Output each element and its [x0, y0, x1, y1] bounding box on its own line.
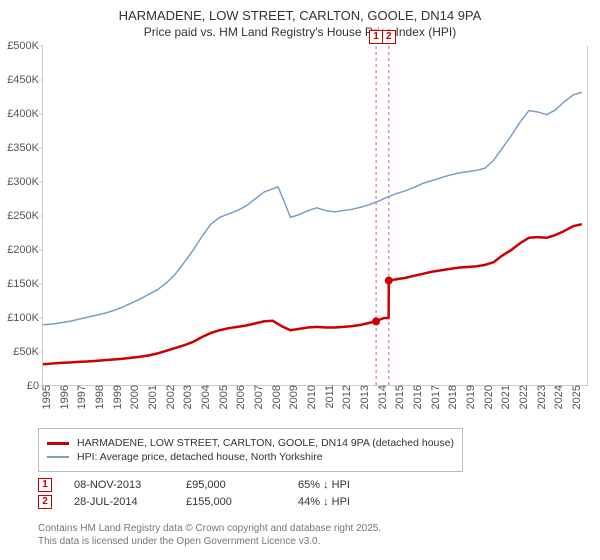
y-tick-label: £300K: [7, 176, 43, 188]
x-tick-label: 2010: [304, 385, 318, 409]
x-tick-label: 2004: [198, 385, 212, 409]
legend-swatch: [47, 456, 69, 458]
attribution-line2: This data is licensed under the Open Gov…: [38, 535, 381, 548]
x-tick-label: 2016: [410, 385, 424, 409]
transaction-delta: 44% ↓ HPI: [298, 496, 388, 508]
x-tick-label: 2019: [463, 385, 477, 409]
x-tick-label: 2006: [233, 385, 247, 409]
x-tick-label: 1995: [39, 385, 53, 409]
transaction-index-badge: 2: [38, 495, 52, 509]
x-tick-label: 2018: [445, 385, 459, 409]
x-tick-label: 1997: [74, 385, 88, 409]
transaction-row: 1 08-NOV-2013 £95,000 65% ↓ HPI: [38, 478, 388, 492]
x-tick-label: 2024: [551, 385, 565, 409]
legend-item: HARMADENE, LOW STREET, CARLTON, GOOLE, D…: [47, 437, 454, 449]
x-tick-label: 2003: [180, 385, 194, 409]
transaction-delta: 65% ↓ HPI: [298, 479, 388, 491]
x-tick-label: 1999: [110, 385, 124, 409]
transaction-index-badge: 1: [38, 478, 52, 492]
transactions-table: 1 08-NOV-2013 £95,000 65% ↓ HPI 2 28-JUL-2014…: [38, 475, 388, 512]
x-tick-label: 2014: [375, 385, 389, 409]
x-tick-label: 2022: [516, 385, 530, 409]
attribution-line1: Contains HM Land Registry data © Crown c…: [38, 522, 381, 535]
plot-area: £0£50K£100K£150K£200K£250K£300K£350K£400…: [42, 46, 588, 386]
chart-title-block: HARMADENE, LOW STREET, CARLTON, GOOLE, D…: [0, 0, 600, 39]
x-tick-label: 2001: [145, 385, 159, 409]
plot-svg: [43, 46, 589, 386]
transaction-row: 2 28-JUL-2014 £155,000 44% ↓ HPI: [38, 495, 388, 509]
x-tick-label: 2021: [498, 385, 512, 409]
legend-swatch: [47, 442, 69, 445]
x-tick-label: 2017: [428, 385, 442, 409]
legend: HARMADENE, LOW STREET, CARLTON, GOOLE, D…: [38, 428, 463, 472]
x-tick-label: 2000: [127, 385, 141, 409]
price-chart: HARMADENE, LOW STREET, CARLTON, GOOLE, D…: [0, 0, 600, 560]
x-tick-label: 2011: [322, 385, 336, 409]
transaction-marker-badge: 2: [382, 30, 396, 44]
transaction-price: £95,000: [186, 479, 276, 491]
y-tick-label: £150K: [7, 278, 43, 290]
x-tick-label: 2015: [392, 385, 406, 409]
x-tick-label: 2008: [269, 385, 283, 409]
y-tick-label: £450K: [7, 74, 43, 86]
x-tick-label: 1996: [57, 385, 71, 409]
x-tick-label: 2007: [251, 385, 265, 409]
x-tick-label: 2020: [481, 385, 495, 409]
y-tick-label: £50K: [13, 346, 43, 358]
y-tick-label: £400K: [7, 108, 43, 120]
x-tick-label: 1998: [92, 385, 106, 409]
chart-title-line2: Price paid vs. HM Land Registry's House …: [0, 25, 600, 39]
x-tick-label: 2025: [569, 385, 583, 409]
y-tick-label: £100K: [7, 312, 43, 324]
y-tick-label: £500K: [7, 40, 43, 52]
y-tick-label: £250K: [7, 210, 43, 222]
y-tick-label: £350K: [7, 142, 43, 154]
y-tick-label: £200K: [7, 244, 43, 256]
legend-label: HPI: Average price, detached house, Nort…: [77, 451, 323, 463]
x-tick-label: 2009: [286, 385, 300, 409]
legend-label: HARMADENE, LOW STREET, CARLTON, GOOLE, D…: [77, 437, 454, 449]
transaction-price: £155,000: [186, 496, 276, 508]
legend-item: HPI: Average price, detached house, Nort…: [47, 451, 454, 463]
x-tick-label: 2012: [339, 385, 353, 409]
transaction-date: 08-NOV-2013: [74, 479, 164, 491]
x-tick-label: 2002: [163, 385, 177, 409]
x-tick-label: 2013: [357, 385, 371, 409]
x-tick-label: 2023: [534, 385, 548, 409]
chart-title-line1: HARMADENE, LOW STREET, CARLTON, GOOLE, D…: [0, 8, 600, 23]
data-attribution: Contains HM Land Registry data © Crown c…: [38, 522, 381, 548]
x-tick-label: 2005: [216, 385, 230, 409]
transaction-date: 28-JUL-2014: [74, 496, 164, 508]
